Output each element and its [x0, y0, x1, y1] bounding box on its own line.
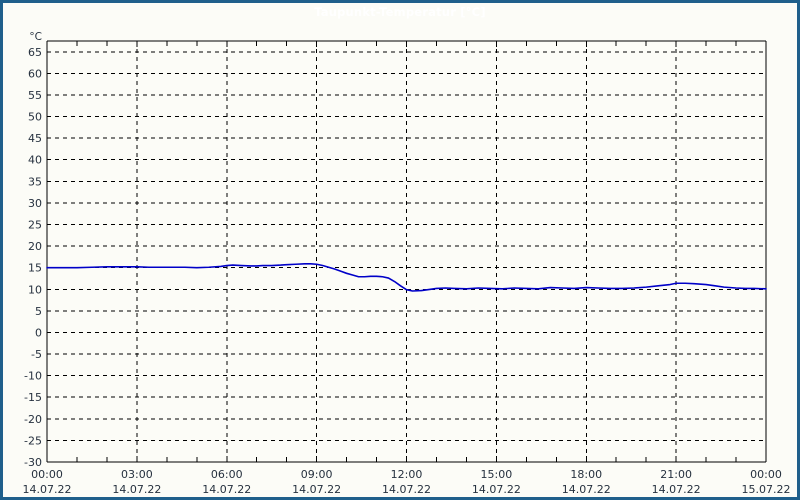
x-axis-time-label: 15:00	[481, 468, 513, 481]
series-line	[46, 263, 767, 292]
y-axis-tick-label: 40	[28, 154, 42, 167]
y-axis-tick-label: 0	[35, 326, 42, 339]
y-axis-tick-label: 10	[28, 283, 42, 296]
chart-background	[3, 22, 797, 497]
x-axis-time-label: 03:00	[121, 468, 153, 481]
y-axis-unit-label: °C	[29, 31, 42, 43]
y-axis-tick-label: -20	[24, 413, 42, 426]
page-title: Taupunkt-Temperatur [°C]	[314, 5, 486, 19]
data-series	[46, 263, 767, 292]
y-axis-tick-label: 20	[28, 240, 42, 253]
x-axis-date-label: 14.07.22	[292, 483, 341, 496]
x-axis-time-label: 09:00	[301, 468, 333, 481]
y-axis-tick-label: 55	[28, 89, 42, 102]
x-axis-date-label: 14.07.22	[382, 483, 431, 496]
x-axis-labels: 00:00 14.07.22 03:00 14.07.22 06:00 14.07.22 0…	[23, 468, 791, 496]
y-axis-tick-label: -15	[24, 391, 42, 404]
x-axis-time-label: 21:00	[660, 468, 692, 481]
x-axis-date-label: 14.07.22	[562, 483, 611, 496]
y-axis-tick-label: -10	[24, 370, 42, 383]
y-axis-tick-label: -30	[24, 456, 42, 469]
x-axis-date-label: 14.07.22	[23, 483, 72, 496]
line-chart: 65605550454035302520151050-5-10-15-20-25…	[3, 22, 797, 497]
chart-canvas: 65 60 55 50 45 40 35 30 25 20 15 10 5 0 -5 -10 -15 -20 -25…	[3, 22, 797, 497]
y-axis-tick-label: -5	[31, 348, 42, 361]
plot-frame	[46, 40, 767, 463]
x-axis-time-label: 18:00	[570, 468, 602, 481]
x-axis-date-label: 14.07.22	[652, 483, 701, 496]
x-axis-time-label: 12:00	[391, 468, 423, 481]
grid-lines	[47, 41, 766, 463]
y-axis-tick-label: 5	[35, 305, 42, 318]
x-axis-date-label: 14.07.22	[202, 483, 251, 496]
y-axis-tick-label: 65	[28, 46, 42, 59]
y-axis-tick-label: -25	[24, 434, 42, 447]
y-axis-tick-label: 50	[28, 111, 42, 124]
y-axis-tick-label: 45	[28, 132, 42, 145]
x-axis-date-label: 15.07.22	[742, 483, 791, 496]
y-axis-labels: 65605550454035302520151050-5-10-15-20-25…	[24, 31, 42, 469]
y-axis-tick-label: 35	[28, 175, 42, 188]
x-axis-time-label: 00:00	[31, 468, 63, 481]
y-axis-tick-label: 60	[28, 67, 42, 80]
window-title-bar: Taupunkt-Temperatur [°C]	[3, 3, 797, 22]
x-axis-date-label: 14.07.22	[472, 483, 521, 496]
y-axis-tick-label: 15	[28, 262, 42, 275]
x-axis-time-label: 06:00	[211, 468, 243, 481]
axis-ticks	[46, 41, 767, 463]
x-axis-time-label: 00:00	[750, 468, 782, 481]
y-axis-tick-label: 30	[28, 197, 42, 210]
x-axis-date-label: 14.07.22	[112, 483, 161, 496]
y-axis-tick-label: 25	[28, 219, 42, 232]
